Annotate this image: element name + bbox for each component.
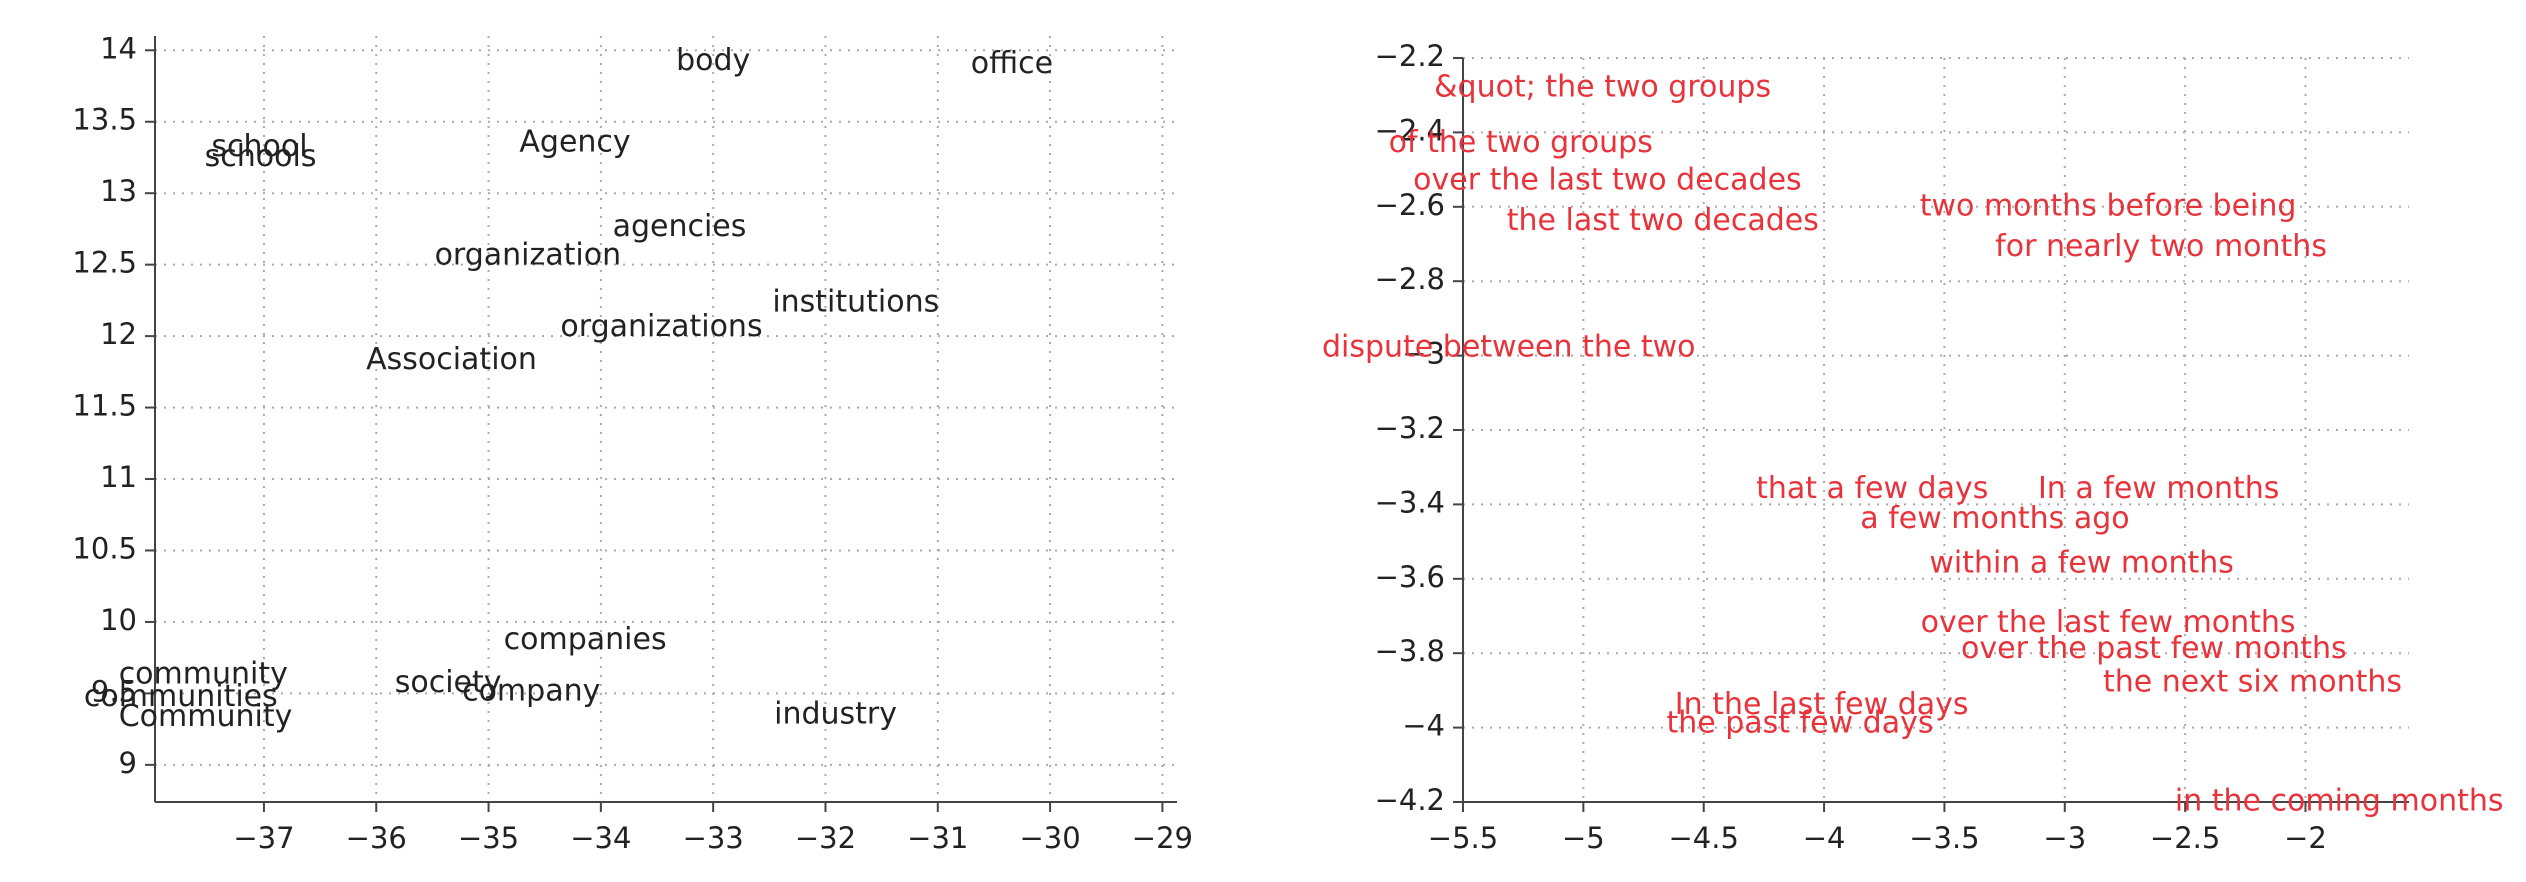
x-tick-label: −34 (570, 821, 631, 855)
word-point: companies (504, 622, 667, 657)
word-point: society (395, 665, 502, 700)
word-point: Agency (519, 125, 630, 160)
word-point: in the coming months (2175, 784, 2504, 819)
word-point: dispute between the two (1322, 330, 1696, 365)
y-tick-label: −3.2 (1375, 411, 1445, 445)
word-point: communities (84, 679, 278, 714)
y-tick-label: 10 (100, 603, 137, 637)
word-point: two months before being (1920, 188, 2297, 223)
y-tick-label: −3.8 (1375, 634, 1445, 668)
x-tick-label: −2 (2284, 821, 2327, 855)
word-point: Association (366, 342, 537, 377)
word-point: over the past few months (1961, 631, 2347, 666)
y-tick-label: −4.2 (1375, 783, 1445, 817)
word-point: within a few months (1929, 545, 2234, 580)
word-point: schools (205, 139, 317, 174)
y-tick-label: 11.5 (72, 389, 137, 423)
word-point: the last two decades (1507, 203, 1819, 238)
y-tick-label: −3.4 (1375, 485, 1445, 519)
y-tick-label: −2.4 (1375, 113, 1445, 147)
y-tick-label: −2.6 (1375, 188, 1445, 222)
x-tick-label: −32 (795, 821, 856, 855)
word-point: &quot; the two groups (1434, 69, 1771, 104)
x-tick-label: −4 (1803, 821, 1846, 855)
y-tick-label: 9 (119, 746, 137, 780)
word-point: school (211, 129, 307, 164)
x-tick-label: −5.5 (1428, 821, 1498, 855)
x-tick-label: −2.5 (2150, 821, 2220, 855)
word-point: the next six months (2103, 664, 2402, 699)
word-point: the past few days (1666, 705, 1933, 740)
y-tick-label: −4 (1402, 709, 1445, 743)
x-tick-label: −3.5 (1909, 821, 1979, 855)
x-tick-label: −3 (2043, 821, 2086, 855)
y-tick-label: 11 (100, 460, 137, 494)
x-tick-label: −4.5 (1669, 821, 1739, 855)
y-tick-label: −3.6 (1375, 560, 1445, 594)
y-tick-label: −2.8 (1375, 262, 1445, 296)
word-point: body (676, 43, 750, 78)
x-tick-label: −5 (1562, 821, 1605, 855)
word-point: for nearly two months (1995, 229, 2327, 264)
y-tick-label: 14 (100, 31, 137, 65)
word-point: community (119, 656, 288, 691)
x-tick-label: −30 (1019, 821, 1080, 855)
word-point: company (462, 673, 600, 708)
y-tick-label: 12.5 (72, 246, 137, 280)
word-point: a few months ago (1860, 501, 2129, 536)
x-tick-label: −33 (683, 821, 744, 855)
word-point: industry (774, 696, 897, 731)
x-tick-label: −35 (458, 821, 519, 855)
y-tick-label: 13 (100, 174, 137, 208)
x-tick-label: −31 (907, 821, 968, 855)
x-tick-label: −36 (346, 821, 407, 855)
y-tick-label: 9.5 (91, 674, 137, 708)
word-point: office (971, 46, 1053, 81)
word-point: Community (119, 699, 293, 734)
word-point: In the last few days (1675, 687, 1969, 722)
x-tick-label: −37 (233, 821, 294, 855)
word-point: of the two groups (1389, 125, 1653, 160)
word-point: In a few months (2038, 471, 2279, 506)
word-point: organization (435, 238, 622, 273)
x-tick-label: −29 (1132, 821, 1193, 855)
word-point: agencies (613, 209, 747, 244)
word-point: institutions (772, 285, 939, 320)
word-point: that a few days (1756, 471, 1988, 506)
y-tick-label: 10.5 (72, 531, 137, 565)
y-tick-label: 13.5 (72, 103, 137, 137)
word-point: organizations (560, 309, 762, 344)
y-tick-label: −3 (1402, 337, 1445, 371)
y-tick-label: 12 (100, 317, 137, 351)
y-tick-label: −2.2 (1375, 39, 1445, 73)
word-point: over the last two decades (1413, 162, 1802, 197)
word-point: over the last few months (1921, 605, 2296, 640)
